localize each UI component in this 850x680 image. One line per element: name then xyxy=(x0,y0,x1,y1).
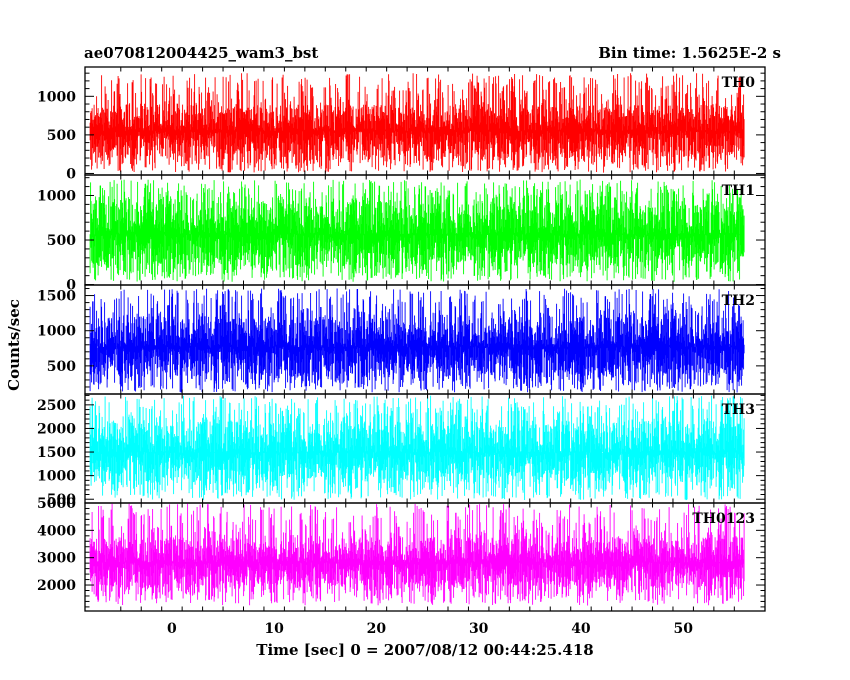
x-axis-label: Time [sec] 0 = 2007/08/12 00:44:25.418 xyxy=(256,641,593,659)
x-tick-label: 30 xyxy=(469,621,489,637)
header-title: ae070812004425_wam3_bst xyxy=(84,44,319,62)
y-tick-label: 0 xyxy=(66,166,76,182)
x-tick-label: 10 xyxy=(264,621,284,637)
y-tick-label: 500 xyxy=(47,492,76,508)
panel-th3: 500 1000 1500 2000 2500 TH3 xyxy=(37,393,766,508)
x-tick-label: 40 xyxy=(571,621,591,637)
series-th3 xyxy=(89,395,745,501)
y-tick-label: 1000 xyxy=(37,324,76,340)
y-tick-label: 2000 xyxy=(37,578,76,594)
y-tick-label: 500 xyxy=(47,233,76,249)
y-tick-label: 5000 xyxy=(37,496,76,512)
panel-th2: 500 1000 1500 TH2 xyxy=(37,284,766,395)
panel-label: TH3 xyxy=(722,402,755,418)
panel-th0: 0 500 1000 TH0 xyxy=(37,66,766,182)
y-tick-label: 1000 xyxy=(37,469,76,485)
panel-label: TH0123 xyxy=(692,511,755,527)
y-tick-label: 3000 xyxy=(37,551,76,567)
y-tick-label: 500 xyxy=(47,128,76,144)
panel-frame xyxy=(84,502,766,612)
y-tick-label: 4000 xyxy=(37,523,76,539)
y-tick-label: 1500 xyxy=(37,445,76,461)
x-tick-label: 20 xyxy=(367,621,387,637)
y-tick-label: 1000 xyxy=(37,89,76,105)
panel-label: TH2 xyxy=(722,293,755,309)
series-th1 xyxy=(89,179,745,282)
y-tick-label: 2500 xyxy=(37,398,76,414)
x-tick-label: 0 xyxy=(167,621,177,637)
y-tick-label: 0 xyxy=(66,278,76,294)
y-tick-label: 500 xyxy=(47,359,76,375)
y-tick-label: 1000 xyxy=(37,188,76,204)
series-th2 xyxy=(89,288,745,393)
x-tick-label: 50 xyxy=(673,621,693,637)
bin-time-label: Bin time: 1.5625E-2 s xyxy=(598,44,781,62)
panel-th1: 0 500 1000 TH1 xyxy=(37,174,766,294)
y-tick-label: 2000 xyxy=(37,421,76,437)
series-th0123 xyxy=(89,503,745,606)
series-th0 xyxy=(89,73,745,173)
y-tick-label: 1500 xyxy=(37,289,76,305)
panel-label: TH1 xyxy=(722,183,755,199)
y-axis-label: Counts/sec xyxy=(5,299,23,391)
panel-label: TH0 xyxy=(722,75,756,91)
panel-th0123: 2000 3000 4000 5000 TH0123 xyxy=(37,496,766,612)
